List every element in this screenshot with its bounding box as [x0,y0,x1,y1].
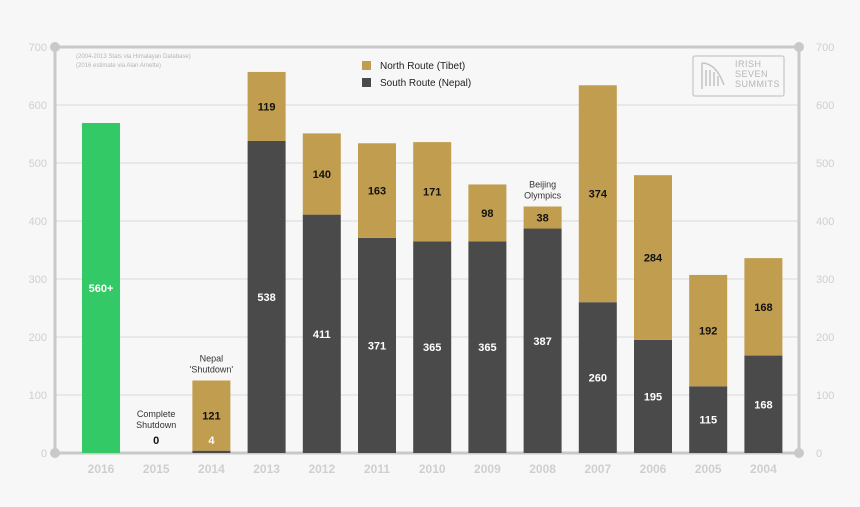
legend-label: North Route (Tibet) [380,61,465,72]
bar-2013-north-route-tibet [247,71,286,141]
y-tick-label-left: 200 [29,332,47,344]
harp-logo-icon [701,62,725,89]
value-label-2012-south: 411 [313,329,331,341]
value-label-2004-south: 168 [754,399,772,411]
logo-frame [692,55,785,97]
y-tick-label-right: 500 [816,158,834,170]
x-tick-label: 2006 [640,462,667,476]
value-label-2005-south: 115 [699,415,717,427]
bar-2013-south-route-nepal [247,140,286,453]
x-tick-label: 2007 [584,462,611,476]
bar-2007-south-route-nepal [578,302,617,453]
y-tick-label-right: 100 [816,390,834,402]
value-label-2013-north: 119 [258,101,276,113]
bar-2005-south-route-nepal [689,386,728,453]
value-label-2009-south: 365 [478,342,496,354]
bar-2008-south-route-nepal [523,228,562,453]
annotation-2014: Nepal [200,354,224,364]
value-label-2014-south: 4 [208,435,215,447]
bar-2006-north-route-tibet [634,175,672,340]
annotation-2015: Complete [137,409,176,419]
value-label-2008-south: 387 [533,336,551,348]
y-tick-label-left: 400 [29,216,47,228]
value-label-2015: 0 [153,435,159,447]
y-tick-label-right: 0 [816,448,822,460]
annotation-2014: 'Shutdown' [190,365,234,375]
annotation-2015: Shutdown [136,420,176,430]
bar-2005-north-route-tibet [689,274,728,387]
value-label-2011-south: 371 [368,340,386,352]
y-tick-label-right: 600 [816,100,834,112]
bar-2012-north-route-tibet [302,133,341,215]
x-tick-label: 2009 [474,462,501,476]
legend-swatch [362,78,371,87]
value-label-2007-north: 374 [589,189,608,201]
bar-2014-south-route-nepal [192,450,231,453]
bar-2016-2016-estimate [82,122,120,453]
logo-text-line: IRISH [735,59,762,69]
bar-2008-north-route-tibet [523,206,562,229]
frame-corner-knob [794,42,804,52]
x-tick-label: 2010 [419,462,446,476]
y-tick-label-left: 300 [29,274,47,286]
value-label-2005-north: 192 [699,326,717,338]
annotation-2008: Beijing [529,180,556,190]
value-label-2009-north: 98 [481,208,493,220]
x-tick-label: 2008 [529,462,556,476]
bar-2014-north-route-tibet [192,380,231,451]
logo-text-line: SUMMITS [735,79,780,89]
y-tick-label-right: 300 [816,274,834,286]
value-label-2008-north: 38 [536,213,548,225]
x-tick-label: 2012 [308,462,335,476]
x-tick-label: 2015 [143,462,170,476]
x-tick-label: 2013 [253,462,280,476]
y-tick-label-left: 500 [29,158,47,170]
bar-2007-north-route-tibet [578,85,617,303]
value-label-2010-north: 171 [423,187,441,199]
annotation-2008: Olympics [524,191,562,201]
bar-2011-south-route-nepal [358,237,396,453]
frame-corner-knob [50,448,60,458]
value-label-2006-north: 284 [644,253,663,265]
bar-2009-south-route-nepal [468,241,507,453]
value-label-2014-north: 121 [202,411,220,423]
value-label-2007-south: 260 [589,373,607,385]
legend-label: South Route (Nepal) [380,78,471,89]
value-label-2013-south: 538 [257,292,275,304]
x-tick-label: 2014 [198,462,225,476]
x-tick-label: 2011 [364,462,390,476]
x-tick-label: 2005 [695,462,722,476]
legend-swatch [362,61,371,70]
y-tick-label-left: 0 [41,448,47,460]
y-tick-label-right: 700 [816,42,834,54]
source-note: (2004-2013 Stats via Himalayan Database) [76,54,191,60]
bar-2011-north-route-tibet [358,143,396,238]
y-tick-label-right: 400 [816,216,834,228]
y-tick-label-right: 200 [816,332,834,344]
bar-2004-north-route-tibet [744,258,783,356]
value-label-2016: 560+ [89,283,114,295]
y-tick-label-left: 600 [29,100,47,112]
x-tick-label: 2016 [88,462,115,476]
frame-corner-knob [50,42,60,52]
bar-2010-north-route-tibet [413,142,452,242]
value-label-2004-north: 168 [754,302,772,314]
source-note: (2016 estimate via Alan Arnette) [76,63,161,69]
frame-corner-knob [794,448,804,458]
bar-2010-south-route-nepal [413,241,452,453]
value-label-2011-north: 163 [368,186,386,198]
value-label-2010-south: 365 [423,342,441,354]
bar-2004-south-route-nepal [744,355,783,453]
logo-text-line: SEVEN [735,69,768,79]
y-tick-label-left: 700 [29,42,47,54]
value-label-2006-south: 195 [644,391,662,403]
bar-2012-south-route-nepal [302,214,341,453]
bar-2006-south-route-nepal [634,339,672,453]
y-tick-label-left: 100 [29,390,47,402]
value-label-2012-north: 140 [313,169,331,181]
x-tick-label: 2004 [750,462,777,476]
bar-2009-north-route-tibet [468,184,507,242]
